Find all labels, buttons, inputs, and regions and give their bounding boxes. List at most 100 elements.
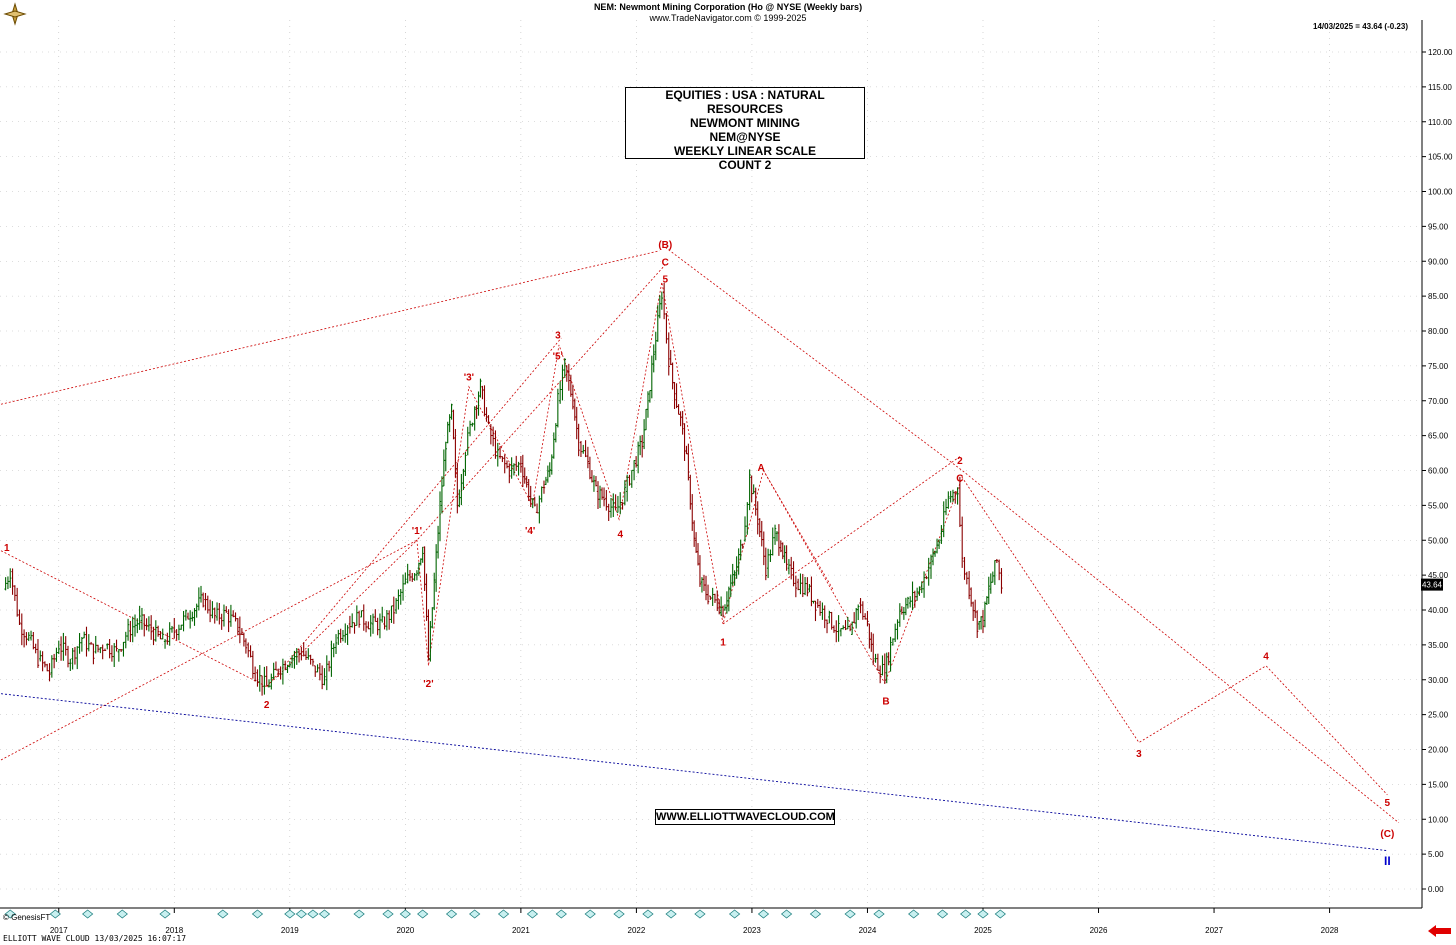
event-marker bbox=[284, 909, 296, 919]
event-markers bbox=[4, 909, 1006, 919]
event-marker bbox=[780, 909, 793, 919]
wave-label: (C) bbox=[1380, 829, 1394, 840]
wave-label: 2 bbox=[957, 456, 963, 467]
wave-lines bbox=[0, 246, 1400, 824]
wave-line bbox=[0, 264, 666, 761]
wave-line bbox=[266, 337, 562, 687]
event-marker bbox=[584, 909, 596, 919]
event-marker bbox=[613, 909, 625, 919]
y-tick-label: 40.00 bbox=[1428, 606, 1449, 615]
wave-label-II: II bbox=[1384, 854, 1391, 868]
wave-label: C bbox=[662, 257, 669, 268]
y-tick-label: 5.00 bbox=[1428, 850, 1444, 859]
event-marker bbox=[399, 909, 411, 919]
chart-title: NEM: Newmont Mining Corporation (Ho @ NY… bbox=[593, 2, 863, 12]
event-marker bbox=[873, 909, 885, 919]
event-marker bbox=[555, 909, 567, 919]
channel-line bbox=[0, 693, 1388, 852]
y-tick-label: 50.00 bbox=[1428, 536, 1449, 545]
x-tick-label: 2018 bbox=[165, 926, 183, 935]
y-tick-label: 65.00 bbox=[1428, 432, 1449, 441]
y-tick-label: 115.00 bbox=[1428, 83, 1452, 92]
x-tick-label: 2028 bbox=[1321, 926, 1339, 935]
event-marker bbox=[469, 909, 481, 919]
event-marker bbox=[526, 909, 539, 919]
y-tick-label: 15.00 bbox=[1428, 780, 1449, 789]
event-marker bbox=[642, 909, 654, 919]
wave-label: 4 bbox=[1263, 651, 1269, 662]
last-price-tag bbox=[1421, 578, 1443, 591]
y-tick-label: 10.00 bbox=[1428, 815, 1449, 824]
y-tick-label: 90.00 bbox=[1428, 257, 1449, 266]
event-marker bbox=[159, 909, 171, 919]
event-marker bbox=[497, 909, 510, 919]
x-axis: 2017 2018 2019 2020 2021 2022 2023 2024 2025 2026… bbox=[0, 907, 1422, 935]
event-marker bbox=[318, 909, 331, 919]
wave-label: A bbox=[758, 463, 765, 474]
wave-label: '5' bbox=[553, 351, 563, 362]
wave-label: 4 bbox=[617, 529, 623, 540]
y-tick-label: 80.00 bbox=[1428, 327, 1449, 336]
wave-line bbox=[0, 282, 834, 688]
scroll-left-arrow-icon[interactable] bbox=[1428, 924, 1452, 943]
y-tick-label: 45.00 bbox=[1428, 571, 1449, 580]
event-marker bbox=[977, 909, 989, 919]
last-quote: 14/03/2025 = 43.64 (-0.23) bbox=[1313, 22, 1408, 31]
wave-label: '4' bbox=[525, 526, 535, 537]
info-line: NEWMONT MINING bbox=[690, 116, 800, 130]
y-tick-label: 85.00 bbox=[1428, 292, 1449, 301]
x-tick-label: 2019 bbox=[281, 926, 299, 935]
y-tick-label: 110.00 bbox=[1428, 118, 1452, 127]
last-price-text: 43.64 bbox=[1422, 581, 1443, 590]
info-line: EQUITIES : USA : NATURAL RESOURCES bbox=[665, 88, 825, 116]
event-marker bbox=[757, 909, 770, 919]
wave-label: 5 bbox=[663, 275, 669, 286]
y-tick-label: 60.00 bbox=[1428, 467, 1449, 476]
event-marker bbox=[665, 909, 677, 919]
y-tick-label: 35.00 bbox=[1428, 641, 1449, 650]
y-tick-label: 105.00 bbox=[1428, 153, 1453, 162]
y-tick-label: 100.00 bbox=[1428, 188, 1453, 197]
info-line: NEM@NYSE bbox=[709, 130, 781, 144]
x-tick-label: 2021 bbox=[512, 926, 530, 935]
wave-label: 2 bbox=[264, 700, 270, 711]
y-tick-label: 70.00 bbox=[1428, 397, 1449, 406]
y-tick-label: 30.00 bbox=[1428, 676, 1449, 685]
x-tick-label: 2027 bbox=[1205, 926, 1223, 935]
info-line: WEEKLY LINEAR SCALE bbox=[673, 144, 817, 158]
wave-label: 5 bbox=[1385, 798, 1391, 809]
wave-label: C bbox=[956, 473, 963, 484]
event-marker bbox=[936, 909, 949, 919]
event-marker bbox=[994, 909, 1006, 919]
wave-label: 3 bbox=[1136, 749, 1142, 760]
y-tick-label: 55.00 bbox=[1428, 501, 1449, 510]
channel-line bbox=[0, 693, 1388, 852]
event-marker bbox=[728, 909, 741, 919]
event-marker bbox=[908, 909, 920, 919]
wave-line bbox=[665, 246, 1400, 824]
wave-line bbox=[722, 456, 961, 625]
wave-label: '2' bbox=[423, 679, 433, 690]
wave-line bbox=[0, 250, 660, 405]
y-tick-label: 95.00 bbox=[1428, 222, 1449, 231]
chart-subtitle: www.TradeNavigator.com © 1999-2025 bbox=[649, 13, 807, 23]
price-series bbox=[4, 282, 1003, 696]
y-axis: 0.00 5.00 10.00 15.00 20.00 25.00 30.00 35.00 40… bbox=[1421, 20, 1453, 908]
wave-label: B bbox=[882, 697, 889, 708]
y-tick-label: 75.00 bbox=[1428, 362, 1449, 371]
y-tick-label: 0.00 bbox=[1428, 885, 1444, 894]
y-tick-label: 25.00 bbox=[1428, 711, 1449, 720]
x-tick-label: 2023 bbox=[743, 926, 761, 935]
event-marker bbox=[217, 909, 229, 919]
x-tick-label: 2025 bbox=[974, 926, 992, 935]
wave-label: 1 bbox=[4, 543, 10, 554]
wave-label: '3' bbox=[464, 372, 474, 383]
wave-label: 3 bbox=[555, 330, 561, 341]
x-tick-label: 2024 bbox=[859, 926, 877, 935]
event-marker bbox=[4, 909, 16, 919]
wave-annotations: 1 2 '1' '2' '3' '4' '5' 3 4 5 C (B) A 1 B 2 C 3 4 5 (C) II bbox=[4, 240, 1394, 868]
last-price-label: 43.64 bbox=[1421, 578, 1443, 591]
event-marker bbox=[445, 909, 458, 919]
event-marker bbox=[295, 909, 308, 919]
